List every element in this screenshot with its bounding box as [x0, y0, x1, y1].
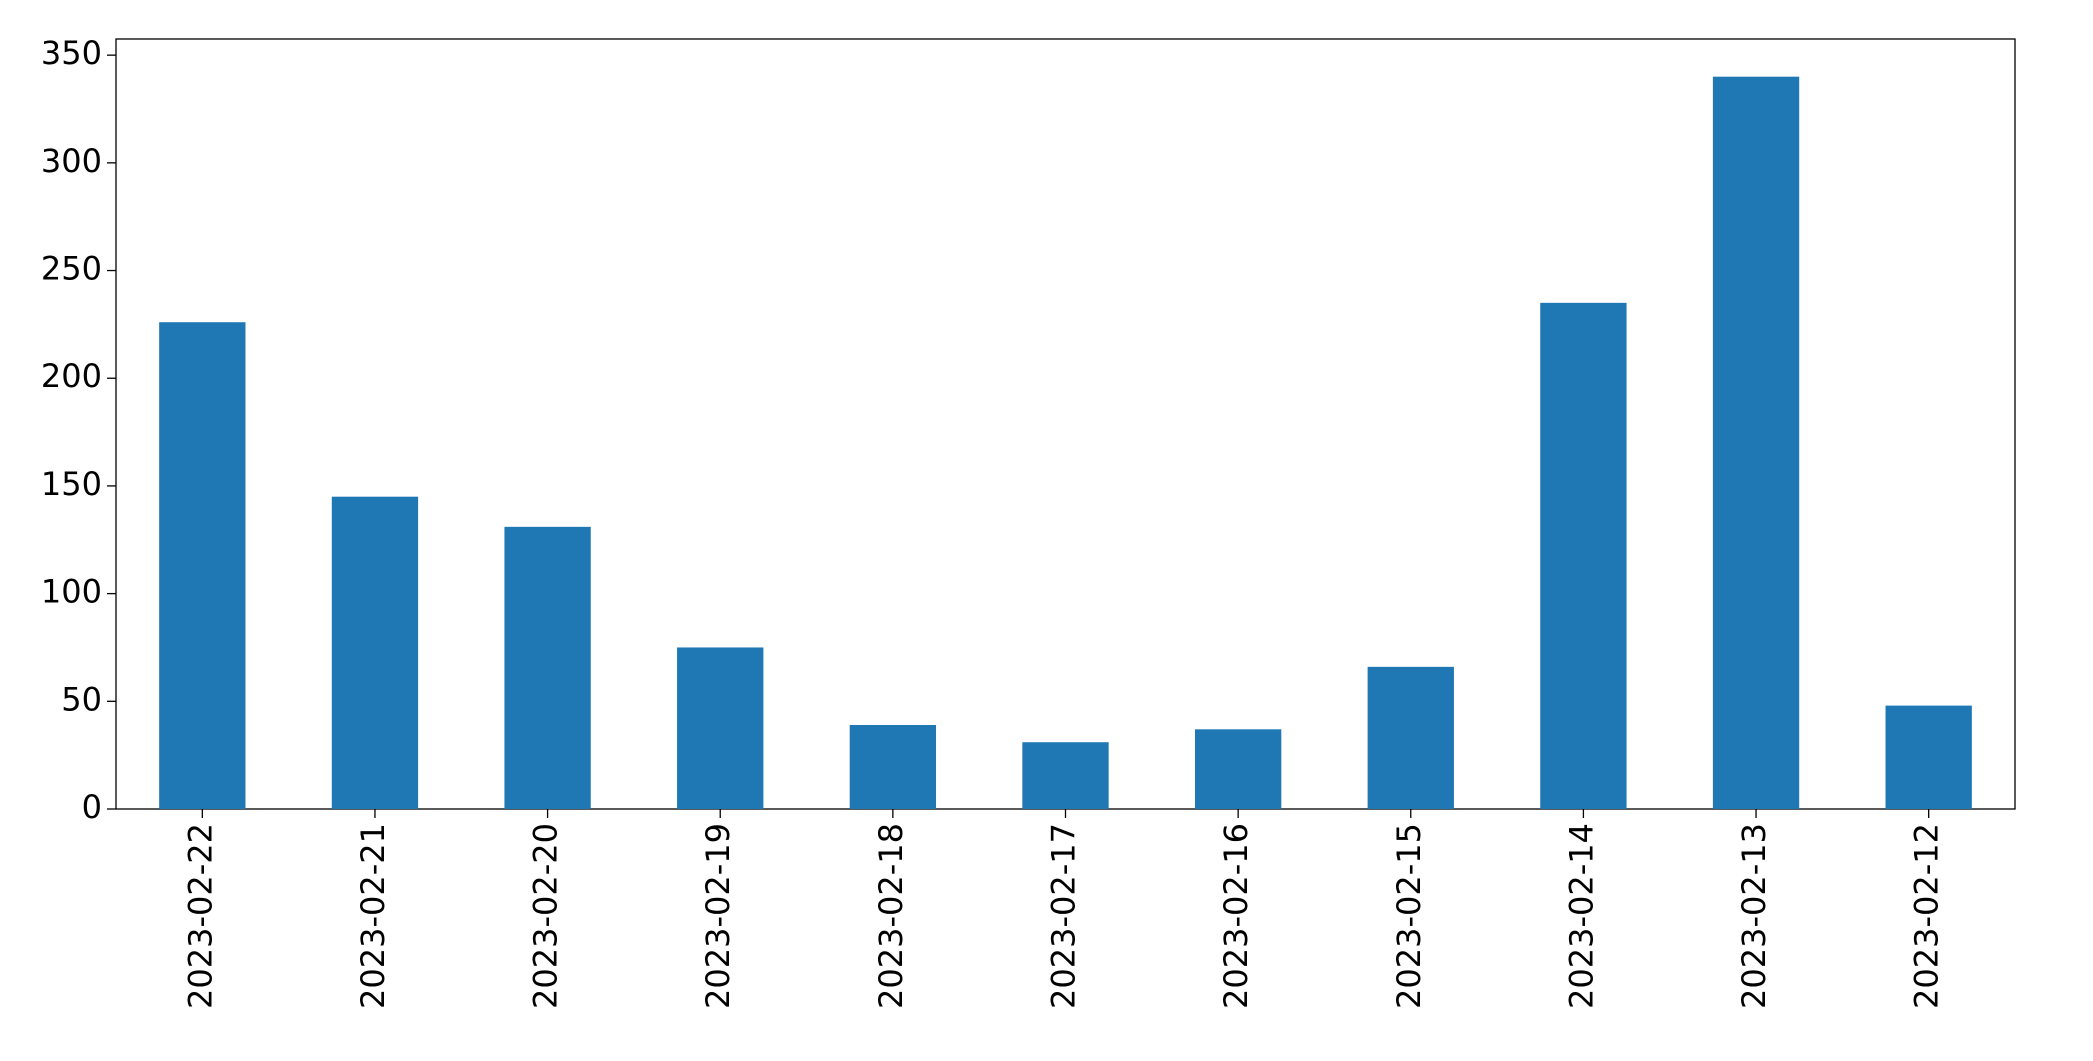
- bar: [1367, 666, 1454, 809]
- y-tick-label: 250: [41, 250, 102, 288]
- bar: [1540, 302, 1627, 809]
- y-tick-label: 0: [82, 788, 102, 826]
- bar: [159, 322, 246, 809]
- bar: [331, 496, 419, 809]
- y-tick-label: 100: [41, 573, 102, 611]
- x-tick-label: 2023-02-14: [1562, 823, 1600, 1009]
- x-tick-label: 2023-02-13: [1735, 823, 1773, 1009]
- y-tick-label: 50: [61, 680, 102, 718]
- x-tick-label: 2023-02-12: [1908, 823, 1946, 1009]
- bar: [677, 647, 764, 809]
- x-tick-label: 2023-02-19: [699, 823, 737, 1009]
- x-tick-label: 2023-02-17: [1045, 823, 1083, 1009]
- x-tick-label: 2023-02-20: [527, 823, 565, 1009]
- bar: [849, 725, 937, 809]
- bar: [1885, 705, 1972, 809]
- bar: [1022, 742, 1109, 809]
- x-tick-label: 2023-02-22: [181, 823, 219, 1009]
- x-tick-label: 2023-02-18: [872, 823, 910, 1009]
- x-tick-label: 2023-02-15: [1390, 823, 1428, 1009]
- bar: [504, 526, 591, 809]
- x-tick-label: 2023-02-16: [1217, 823, 1255, 1009]
- y-tick-label: 300: [41, 142, 102, 180]
- y-tick-label: 200: [41, 357, 102, 395]
- y-tick-label: 350: [41, 34, 102, 72]
- y-tick-label: 150: [41, 465, 102, 503]
- bar: [1712, 76, 1800, 809]
- bar: [1194, 729, 1282, 809]
- x-tick-label: 2023-02-21: [354, 823, 392, 1009]
